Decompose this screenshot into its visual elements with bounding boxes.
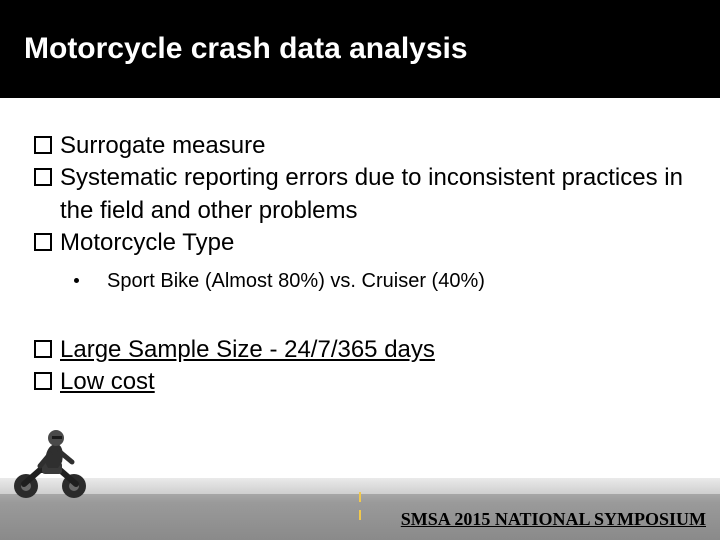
slide-title: Motorcycle crash data analysis <box>24 32 468 66</box>
checkbox-bullet-icon <box>34 233 52 251</box>
spacer <box>34 314 700 334</box>
motorcycle-rider-icon <box>6 422 96 502</box>
bullet-item: Low cost <box>34 366 700 398</box>
bullet-item: Large Sample Size - 24/7/365 days <box>34 334 700 366</box>
footer-text: SMSA 2015 NATIONAL SYMPOSIUM <box>401 509 706 530</box>
title-band: Motorcycle crash data analysis <box>0 0 720 98</box>
slide: { "title": "Motorcycle crash data analys… <box>0 0 720 540</box>
content-area: Surrogate measure Systematic reporting e… <box>34 130 700 398</box>
bullet-text: Systematic reporting errors due to incon… <box>60 162 700 227</box>
bullet-item: Systematic reporting errors due to incon… <box>34 162 700 227</box>
checkbox-bullet-icon <box>34 372 52 390</box>
bullet-text: Low cost <box>60 366 700 398</box>
bullet-text: Large Sample Size - 24/7/365 days <box>60 334 700 366</box>
bullet-text: Motorcycle Type <box>60 227 700 259</box>
lane-marking <box>359 492 361 528</box>
sub-bullet-text: Sport Bike (Almost 80%) vs. Cruiser (40%… <box>107 266 485 296</box>
bullet-text: Surrogate measure <box>60 130 700 162</box>
checkbox-bullet-icon <box>34 340 52 358</box>
checkbox-bullet-icon <box>34 168 52 186</box>
dot-bullet-icon <box>74 278 79 283</box>
sub-bullet-item: Sport Bike (Almost 80%) vs. Cruiser (40%… <box>74 266 700 296</box>
bullet-item: Motorcycle Type <box>34 227 700 259</box>
checkbox-bullet-icon <box>34 136 52 154</box>
bullet-item: Surrogate measure <box>34 130 700 162</box>
